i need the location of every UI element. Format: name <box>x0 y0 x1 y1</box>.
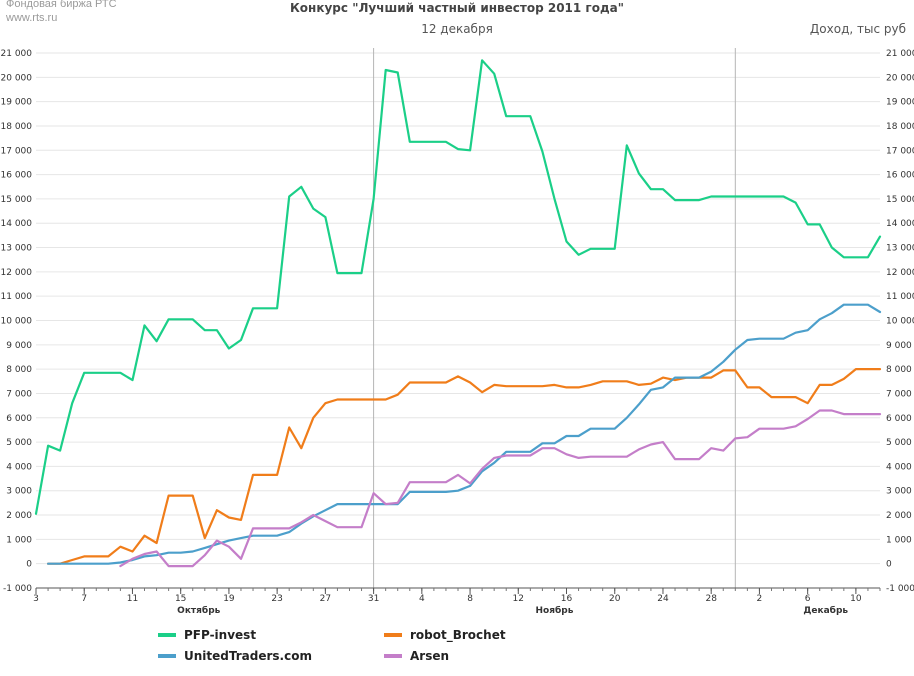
x-tick-label: 10 <box>850 594 862 604</box>
x-tick-label: 16 <box>561 594 573 604</box>
y-tick-label-left: 17 000 <box>1 146 33 156</box>
x-tick-label: 4 <box>419 594 425 604</box>
y-tick-label-left: 7 000 <box>6 389 32 399</box>
y-tick-label-right: 4 000 <box>886 462 912 472</box>
x-tick-label: 3 <box>33 594 39 604</box>
legend-swatch-robot-brochet <box>384 632 402 637</box>
y-tick-label-left: 0 <box>26 560 32 570</box>
x-tick-label: 24 <box>657 594 669 604</box>
legend-item-robot-brochet: robot_Brochet <box>384 628 506 642</box>
x-tick-label: 6 <box>805 594 811 604</box>
x-tick-label: 28 <box>705 594 717 604</box>
x-month-label: Ноябрь <box>535 605 573 616</box>
y-tick-label-left: 20 000 <box>1 73 33 83</box>
x-month-label: Декабрь <box>803 605 848 616</box>
y-tick-label-left: 12 000 <box>1 268 33 278</box>
y-tick-label-right: 5 000 <box>886 438 912 448</box>
y-tick-label-right: 12 000 <box>886 268 914 278</box>
y-tick-label-left: 13 000 <box>1 244 33 254</box>
legend-label-pfp-invest: PFP-invest <box>184 628 257 642</box>
y-tick-label-left: 5 000 <box>6 438 32 448</box>
source-name: Фондовая биржа РТС <box>6 0 117 10</box>
y-tick-label-left: 1 000 <box>6 535 32 545</box>
legend-label-robot-brochet: robot_Brochet <box>410 628 506 642</box>
y-tick-label-right: 8 000 <box>886 365 912 375</box>
y-tick-label-right: 18 000 <box>886 122 914 132</box>
y-tick-label-right: -1 000 <box>886 584 914 594</box>
legend-item-arsen: Arsen <box>384 649 449 663</box>
y-tick-label-left: -1 000 <box>3 584 32 594</box>
legend-item-pfp-invest: PFP-invest <box>158 628 256 642</box>
x-tick-label: 31 <box>368 594 379 604</box>
y-tick-label-left: 10 000 <box>1 317 33 327</box>
x-tick-label: 8 <box>467 594 473 604</box>
series-line-pfp-invest <box>34 59 882 515</box>
y-tick-label-right: 1 000 <box>886 535 912 545</box>
y-tick-label-left: 21 000 <box>1 49 33 59</box>
y-axis-unit-label: Доход, тыс руб <box>809 22 906 36</box>
source-url: www.rts.ru <box>6 12 58 24</box>
y-tick-label-right: 3 000 <box>886 487 912 497</box>
y-tick-label-right: 19 000 <box>886 98 914 108</box>
legend-swatch-pfp-invest <box>158 632 176 637</box>
legend-swatch-unitedtraders <box>158 653 176 658</box>
x-tick-label: 23 <box>271 594 282 604</box>
y-tick-label-right: 15 000 <box>886 195 914 205</box>
y-tick-label-right: 17 000 <box>886 146 914 156</box>
legend-item-unitedtraders: UnitedTraders.com <box>158 649 312 663</box>
y-tick-label-right: 2 000 <box>886 511 912 521</box>
x-tick-label: 7 <box>81 594 87 604</box>
legend-label-arsen: Arsen <box>410 649 450 663</box>
y-tick-label-left: 14 000 <box>1 219 33 229</box>
y-tick-label-left: 8 000 <box>6 365 32 375</box>
y-tick-label-left: 16 000 <box>1 171 33 181</box>
series-line-unitedtraders-com <box>46 303 882 565</box>
x-tick-label: 27 <box>320 594 331 604</box>
x-tick-label: 11 <box>127 594 138 604</box>
y-tick-label-left: 6 000 <box>6 414 32 424</box>
chart-title: Конкурс "Лучший частный инвестор 2011 го… <box>290 1 624 15</box>
x-month-label: Октябрь <box>177 605 220 616</box>
y-tick-label-right: 6 000 <box>886 414 912 424</box>
x-tick-label: 12 <box>513 594 524 604</box>
y-tick-label-right: 20 000 <box>886 73 914 83</box>
chart-subtitle: 12 декабря <box>421 22 493 36</box>
y-tick-label-right: 11 000 <box>886 292 914 302</box>
y-tick-label-right: 14 000 <box>886 219 914 229</box>
y-tick-label-right: 13 000 <box>886 244 914 254</box>
series-line-robot-brochet <box>46 368 882 565</box>
y-tick-label-right: 10 000 <box>886 317 914 327</box>
y-tick-label-left: 15 000 <box>1 195 33 205</box>
y-tick-label-left: 9 000 <box>6 341 32 351</box>
y-tick-label-left: 3 000 <box>6 487 32 497</box>
y-tick-label-left: 19 000 <box>1 98 33 108</box>
legend-swatch-arsen <box>384 653 402 658</box>
y-tick-label-left: 2 000 <box>6 511 32 521</box>
x-tick-label: 19 <box>223 594 235 604</box>
y-tick-label-right: 7 000 <box>886 389 912 399</box>
y-tick-label-right: 9 000 <box>886 341 912 351</box>
x-tick-label: 2 <box>757 594 763 604</box>
y-tick-label-right: 0 <box>886 560 892 570</box>
y-tick-label-left: 4 000 <box>6 462 32 472</box>
series-line-arsen <box>119 409 882 568</box>
x-tick-label: 20 <box>609 594 621 604</box>
legend-label-unitedtraders: UnitedTraders.com <box>184 649 312 663</box>
y-tick-label-right: 16 000 <box>886 171 914 181</box>
y-tick-label-left: 18 000 <box>1 122 33 132</box>
y-tick-label-right: 21 000 <box>886 49 914 59</box>
y-tick-label-left: 11 000 <box>1 292 33 302</box>
x-tick-label: 15 <box>175 594 186 604</box>
